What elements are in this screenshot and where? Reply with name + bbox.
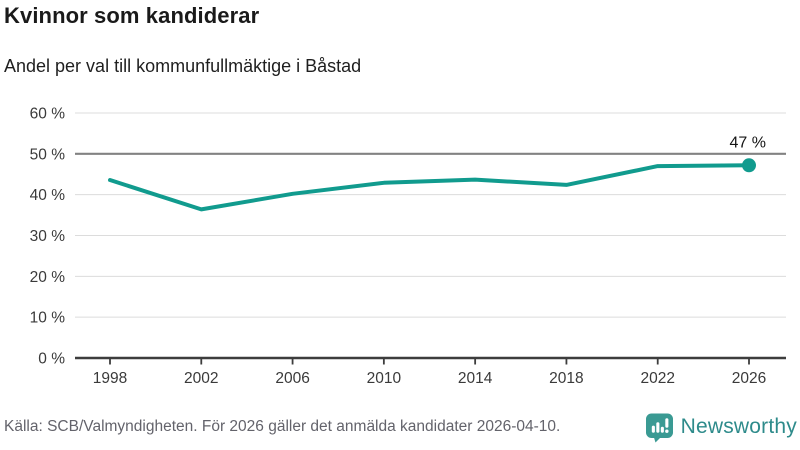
x-tick-label: 2014: [458, 370, 493, 387]
y-tick-label: 30 %: [30, 228, 66, 245]
x-tick-label: 2018: [549, 370, 583, 387]
newsworthy-logo: Newsworthy: [645, 412, 797, 443]
brand-name: Newsworthy: [680, 415, 797, 438]
y-tick-label: 10 %: [30, 310, 66, 327]
page-title: Kvinnor som kandiderar: [4, 3, 260, 28]
y-tick-label: 20 %: [30, 269, 66, 286]
x-tick-label: 2022: [640, 370, 674, 387]
x-tick-label: 2002: [184, 370, 218, 387]
end-point-dot: [742, 158, 756, 173]
y-tick-label: 40 %: [30, 187, 66, 204]
y-tick-label: 60 %: [30, 105, 66, 122]
data-series-line: [108, 163, 751, 212]
x-tick-label: 2026: [732, 370, 766, 387]
page-subtitle: Andel per val till kommunfullmäktige i B…: [4, 56, 362, 76]
bar-chart-speech-bubble-icon: [645, 413, 673, 442]
x-tick-label: 2010: [367, 370, 402, 387]
x-tick-label: 1998: [93, 370, 127, 387]
source-attribution: Källa: SCB/Valmyndigheten. För 2026 gäll…: [4, 418, 561, 435]
footer: Källa: SCB/Valmyndigheten. För 2026 gäll…: [4, 409, 797, 445]
y-tick-label: 0 %: [38, 350, 65, 367]
end-point-value-label: 47 %: [730, 134, 766, 151]
x-tick-label: 2006: [275, 370, 309, 387]
y-tick-label: 50 %: [30, 146, 66, 163]
